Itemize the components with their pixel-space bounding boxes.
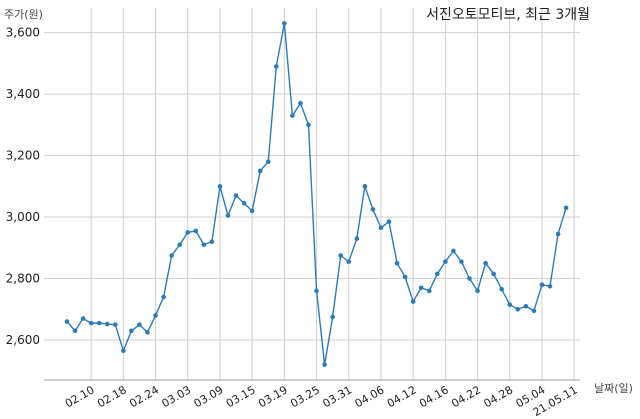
data-point <box>378 225 384 231</box>
data-point <box>145 330 150 335</box>
data-point <box>80 316 86 321</box>
data-point <box>354 236 360 241</box>
data-point <box>402 274 408 280</box>
y-axis-label: 주가(원) <box>4 8 43 21</box>
data-point <box>418 285 424 291</box>
x-tick-label: 03.15 <box>224 383 258 410</box>
data-point <box>322 362 327 367</box>
data-point <box>563 205 569 211</box>
x-tick-label: 03.09 <box>192 383 226 410</box>
data-point <box>507 302 513 307</box>
y-tick-label: 3,600 <box>6 26 40 40</box>
data-point <box>410 299 416 304</box>
data-point <box>426 288 432 294</box>
x-tick-label: 04.22 <box>449 383 483 410</box>
x-tick-label: 04.16 <box>417 383 451 410</box>
x-tick-label: 03.31 <box>320 383 354 410</box>
data-point <box>129 328 134 334</box>
data-point <box>282 21 287 26</box>
data-point <box>241 200 247 206</box>
data-point <box>96 320 102 326</box>
y-tick-label: 3,400 <box>6 87 40 101</box>
y-tick-label: 2,800 <box>6 272 40 286</box>
data-point <box>113 322 118 327</box>
x-tick-label: 04.12 <box>385 383 419 410</box>
data-point <box>290 113 295 118</box>
data-point <box>394 260 400 266</box>
data-point <box>177 242 182 248</box>
data-point <box>362 184 368 189</box>
y-tick-label: 3,000 <box>6 210 40 224</box>
data-point <box>483 260 488 266</box>
x-tick-label: 02.24 <box>127 383 161 410</box>
x-axis-ticks: 02.1002.1802.2403.0303.0903.1503.1903.25… <box>63 383 580 419</box>
data-point <box>225 213 231 218</box>
chart-grid <box>44 8 580 380</box>
data-point <box>209 239 215 244</box>
data-point <box>274 64 279 69</box>
data-point <box>121 348 126 354</box>
data-point <box>459 259 464 264</box>
data-point <box>451 248 456 254</box>
x-tick-label: 03.03 <box>159 383 193 410</box>
data-point <box>104 321 110 327</box>
y-tick-label: 2,600 <box>6 333 40 347</box>
y-axis-ticks: 2,600 2,800 3,000 3,200 3,400 3,600 <box>6 26 40 347</box>
data-point <box>370 207 376 212</box>
data-point <box>515 306 521 312</box>
chart-title: 서진오토모티브, 최근 3개월 <box>426 7 590 23</box>
data-point <box>306 122 311 128</box>
data-point <box>153 313 158 318</box>
data-point <box>249 208 255 214</box>
data-point <box>443 259 448 264</box>
price-series-points <box>64 21 569 367</box>
x-tick-label: 04.28 <box>481 383 515 410</box>
data-point <box>161 294 166 300</box>
data-point <box>539 282 545 287</box>
x-axis-label: 날짜(일) <box>594 381 633 395</box>
data-point <box>547 283 553 289</box>
x-tick-label: 04.06 <box>353 383 387 410</box>
data-point <box>257 168 263 174</box>
data-point <box>233 193 239 198</box>
data-point <box>169 253 174 258</box>
data-point <box>467 276 472 281</box>
y-tick-label: 3,200 <box>6 149 40 163</box>
data-point <box>201 242 207 248</box>
data-point <box>346 259 352 264</box>
data-point <box>338 253 344 258</box>
data-point <box>499 287 505 292</box>
data-point <box>137 322 142 327</box>
data-point <box>217 184 223 189</box>
data-point <box>298 101 303 106</box>
data-point <box>475 288 480 294</box>
data-point <box>314 288 319 294</box>
data-point <box>531 308 537 314</box>
x-tick-label: 02.18 <box>95 383 129 410</box>
data-point <box>330 314 335 320</box>
data-point <box>193 228 199 234</box>
data-point <box>523 303 529 309</box>
data-point <box>72 328 78 334</box>
data-point <box>88 320 94 326</box>
data-point <box>386 219 392 224</box>
data-point <box>491 271 496 277</box>
data-point <box>64 319 70 324</box>
data-point <box>435 271 440 277</box>
data-point <box>555 231 561 237</box>
x-tick-label: 03.19 <box>256 383 290 410</box>
x-tick-label: 02.10 <box>63 383 97 410</box>
data-point <box>265 159 271 165</box>
x-tick-label: 03.25 <box>288 383 322 410</box>
data-point <box>185 230 191 235</box>
